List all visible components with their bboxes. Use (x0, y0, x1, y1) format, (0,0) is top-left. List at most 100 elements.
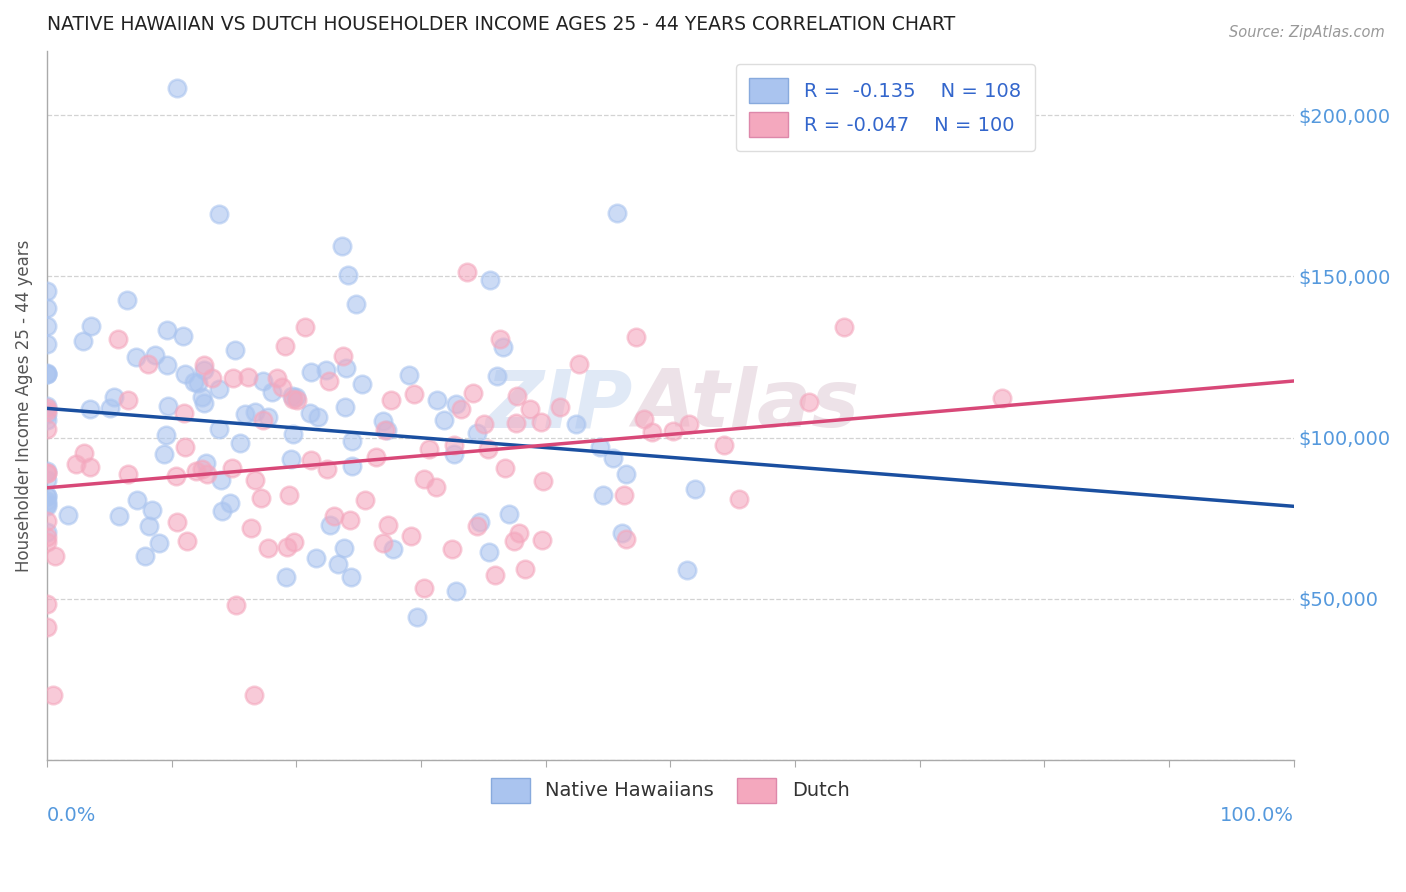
Point (283, 392, 305, 406)
Point (285, 393, 308, 408)
Point (298, 406, 321, 420)
Point (441, 541, 464, 556)
Point (478, 544, 501, 558)
Point (221, 460, 243, 475)
Point (333, 400, 356, 414)
Point (678, 417, 700, 432)
Point (134, 549, 156, 563)
Point (373, 536, 395, 550)
Point (425, 480, 447, 494)
Point (107, 332, 129, 346)
Point (280, 451, 302, 466)
Point (35, 494, 58, 508)
Point (218, 496, 240, 510)
Point (65, 457, 87, 471)
Point (531, 533, 554, 547)
Point (461, 385, 484, 400)
Point (141, 503, 163, 517)
Point (184, 464, 207, 478)
Point (115, 293, 138, 307)
Point (191, 462, 214, 476)
Text: ZIP: ZIP (485, 367, 633, 444)
Point (187, 376, 209, 391)
Point (375, 423, 398, 437)
Point (550, 400, 572, 414)
Point (465, 518, 488, 533)
Point (35, 336, 58, 351)
Point (492, 339, 515, 353)
Point (344, 296, 367, 310)
Point (506, 388, 529, 402)
Point (117, 392, 139, 407)
Point (79, 459, 101, 474)
Point (35, 464, 58, 478)
Point (484, 568, 506, 582)
Point (676, 563, 699, 577)
Point (443, 447, 465, 461)
Point (281, 389, 304, 403)
Point (266, 370, 288, 384)
Point (35, 466, 58, 480)
Point (56, 508, 79, 522)
Point (243, 405, 266, 419)
Point (35, 422, 58, 436)
Point (728, 492, 751, 507)
Y-axis label: Householder Income Ages 25 - 44 years: Householder Income Ages 25 - 44 years (15, 239, 32, 572)
Point (450, 401, 472, 416)
Point (340, 570, 363, 584)
Point (165, 469, 187, 483)
Point (270, 380, 292, 394)
Point (662, 424, 685, 438)
Point (42, 689, 65, 703)
Point (683, 482, 706, 496)
Point (412, 472, 434, 486)
Point (276, 570, 298, 584)
Text: Atlas: Atlas (633, 367, 859, 444)
Point (432, 413, 454, 427)
Point (243, 689, 266, 703)
Point (256, 541, 278, 555)
Point (294, 320, 316, 334)
Point (399, 529, 422, 543)
Point (472, 417, 495, 432)
Point (229, 435, 252, 450)
Point (398, 368, 420, 382)
Point (209, 473, 232, 487)
Point (208, 382, 231, 396)
Point (382, 541, 405, 556)
Point (318, 374, 340, 388)
Point (285, 390, 308, 404)
Point (614, 467, 637, 481)
Point (250, 491, 273, 505)
Point (519, 401, 541, 416)
Point (224, 343, 246, 358)
Point (138, 519, 160, 533)
Point (605, 206, 627, 220)
Point (278, 488, 301, 502)
Point (262, 384, 284, 399)
Point (35, 318, 58, 333)
Point (315, 462, 337, 476)
Point (156, 399, 179, 413)
Point (35, 284, 58, 298)
Point (626, 330, 648, 344)
Point (35, 413, 58, 427)
Point (299, 365, 322, 379)
Point (136, 357, 159, 371)
Point (152, 447, 174, 461)
Point (183, 376, 205, 390)
Point (79, 401, 101, 416)
Point (35, 466, 58, 480)
Point (443, 438, 465, 452)
Point (166, 516, 188, 530)
Point (35, 497, 58, 511)
Point (444, 584, 467, 599)
Point (281, 426, 304, 441)
Point (477, 442, 499, 456)
Point (108, 509, 131, 524)
Point (641, 425, 664, 440)
Point (377, 517, 399, 532)
Point (713, 438, 735, 452)
Point (44, 549, 66, 563)
Point (143, 348, 166, 362)
